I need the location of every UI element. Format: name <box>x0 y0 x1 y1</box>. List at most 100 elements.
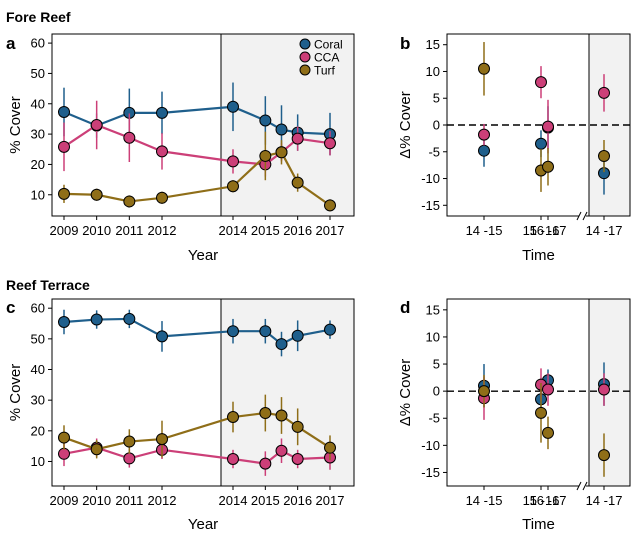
data-point <box>123 435 136 448</box>
legend-marker <box>299 38 311 50</box>
data-point <box>275 146 288 159</box>
data-point <box>156 433 168 446</box>
series-coral <box>58 309 336 357</box>
y-tick-label: -10 <box>421 438 440 453</box>
y-tick-label: 5 <box>433 91 440 106</box>
y-tick-label: 30 <box>31 127 45 142</box>
x-tick-label: 16 -17 <box>530 223 567 238</box>
panel-label: b <box>400 34 410 53</box>
data-point <box>291 132 304 145</box>
data-point <box>478 385 490 398</box>
x-tick-label: 15 -16 <box>523 493 560 508</box>
x-tick-label: 2017 <box>316 223 345 238</box>
data-point <box>478 62 490 75</box>
legend-label: Coral <box>314 38 343 52</box>
y-axis-title: % Cover <box>7 96 24 154</box>
y-tick-label: 40 <box>31 362 45 377</box>
x-tick-label: 2011 <box>115 223 143 238</box>
data-point <box>259 114 272 127</box>
data-point <box>478 144 490 157</box>
series-turf <box>478 374 610 477</box>
x-tick-label: 14 -17 <box>586 223 623 238</box>
section-title-reef-terrace: Reef Terrace <box>6 277 90 293</box>
axis-break-mark <box>582 211 588 221</box>
y-tick-label: -15 <box>421 465 440 480</box>
y-tick-label: 20 <box>31 423 45 438</box>
series-turf <box>58 131 336 212</box>
y-tick-label: 20 <box>31 157 45 172</box>
y-tick-label: -15 <box>421 198 440 213</box>
x-tick-label: 14 -15 <box>466 493 503 508</box>
x-tick-label: 16 -17 <box>530 493 567 508</box>
data-point <box>227 453 239 466</box>
y-tick-label: 10 <box>31 187 45 202</box>
x-tick-label: 2011 <box>115 493 143 508</box>
x-tick-label: 2012 <box>148 493 177 508</box>
data-point <box>291 176 304 189</box>
data-point <box>227 155 239 168</box>
data-point <box>275 123 288 136</box>
data-point <box>259 325 272 338</box>
data-point <box>123 131 136 144</box>
x-tick-label: 2016 <box>283 223 312 238</box>
x-tick-label: 2014 <box>219 493 248 508</box>
series-turf <box>478 42 610 192</box>
y-tick-label: 0 <box>433 118 440 133</box>
data-point <box>123 452 136 465</box>
series-turf <box>58 394 336 460</box>
data-point <box>535 76 547 89</box>
panel-label: d <box>400 298 410 317</box>
x-tick-label: 2012 <box>148 223 177 238</box>
data-point <box>291 420 304 433</box>
x-tick-label: 14 -15 <box>466 223 503 238</box>
panel-d <box>443 298 631 491</box>
series-cca <box>478 66 610 154</box>
section-title-fore-reef: Fore Reef <box>6 9 71 25</box>
y-tick-label: -10 <box>421 171 440 186</box>
x-axis-title: Year <box>188 516 218 533</box>
x-tick-label: 15 -16 <box>523 223 560 238</box>
data-point <box>227 411 239 424</box>
y-tick-label: 10 <box>426 64 440 79</box>
data-point <box>598 383 610 396</box>
data-point <box>90 313 103 326</box>
data-point <box>291 453 304 466</box>
data-point <box>259 407 272 420</box>
data-point <box>58 187 70 200</box>
x-tick-label: 2016 <box>283 493 312 508</box>
panel-b <box>443 33 631 221</box>
x-tick-label: 2014 <box>219 223 248 238</box>
x-tick-label: 2009 <box>50 223 79 238</box>
y-axis-title: % Cover <box>7 364 24 422</box>
legend-marker <box>299 64 311 76</box>
plot-frame <box>51 33 355 217</box>
shaded-region <box>221 34 354 216</box>
y-tick-label: 0 <box>433 384 440 399</box>
data-point <box>324 441 336 454</box>
y-tick-label: -5 <box>428 411 440 426</box>
y-axis-title: Δ% Cover <box>397 91 414 159</box>
x-axis-title: Year <box>188 247 218 264</box>
data-point <box>598 150 610 163</box>
x-tick-label: 2009 <box>50 493 79 508</box>
y-tick-label: 30 <box>31 393 45 408</box>
y-tick-label: 40 <box>31 96 45 111</box>
y-tick-label: 50 <box>31 66 45 81</box>
panel-a <box>48 33 355 220</box>
data-point <box>156 191 168 204</box>
y-axis-title: Δ% Cover <box>397 359 414 427</box>
data-point <box>58 315 70 328</box>
x-tick-label: 2017 <box>316 493 345 508</box>
data-point <box>535 406 547 419</box>
axis-break-mask <box>579 213 586 219</box>
axis-break-mark <box>576 211 582 221</box>
data-point <box>156 145 168 158</box>
data-point <box>324 199 336 212</box>
x-tick-label: 14 -17 <box>586 493 623 508</box>
data-point <box>291 329 304 342</box>
data-point <box>542 120 554 133</box>
data-point <box>90 443 103 456</box>
panel-c <box>48 298 355 490</box>
legend-label: CCA <box>314 51 339 65</box>
